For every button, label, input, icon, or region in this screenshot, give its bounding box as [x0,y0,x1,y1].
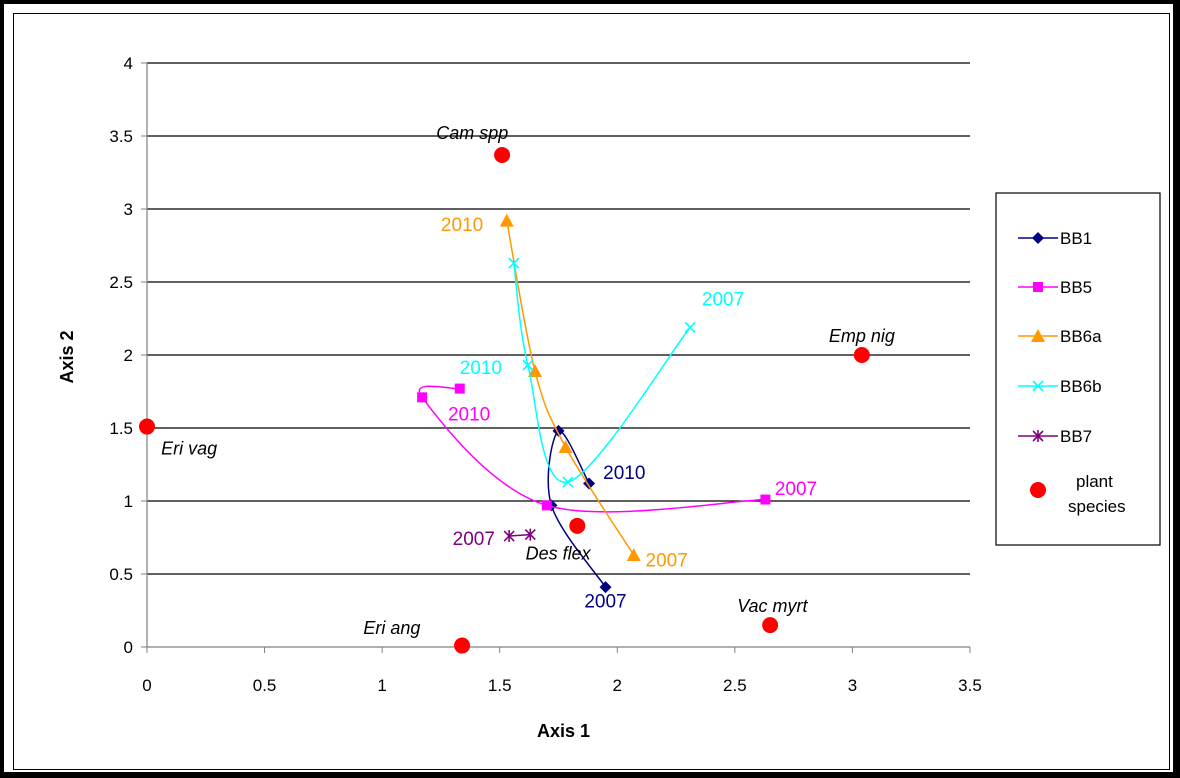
legend-marker-bb6b [1032,380,1044,392]
species-label: Eri vag [161,438,217,458]
point-bb7 [503,530,515,543]
year-label-bb6a: 2010 [441,215,483,236]
point-plant-species [853,347,870,363]
species-label: Des flex [526,543,592,563]
species-label: Vac myrt [737,596,808,616]
x-tick-label: 1.5 [488,676,512,695]
y-axis-title: Axis 2 [57,330,77,383]
year-label-bb5: 2007 [775,479,817,500]
point-bb5 [541,500,552,511]
x-tick-label: 3 [848,676,857,695]
point-bb6a [558,439,573,453]
series-line-bb6a [506,220,635,556]
y-tick-label: 1.5 [109,419,133,438]
legend-label-plant-species: species [1068,497,1126,516]
series-line-bb7 [509,533,531,537]
legend-marker-bb5 [1033,282,1043,292]
legend-marker-bb6a [1031,329,1045,342]
point-bb6b [508,257,520,269]
point-bb6a [527,364,542,378]
point-plant-species [494,146,511,163]
y-tick-label: 2 [124,346,133,365]
legend-label-bb1: BB1 [1060,229,1092,248]
point-bb6a [499,213,514,227]
x-tick-label: 2.5 [723,676,747,695]
x-tick-label: 0.5 [253,676,277,695]
x-tick-label: 1 [377,676,386,695]
point-bb6a [626,548,641,562]
point-bb5 [454,383,465,394]
year-label-bb1: 2010 [603,463,645,484]
point-plant-species [569,517,586,534]
year-label-bb6b: 2010 [460,358,502,379]
series-line-bb5 [418,385,766,513]
y-tick-label: 1 [124,492,133,511]
point-plant-species [762,617,779,634]
legend-marker-bb7 [1032,430,1044,442]
species-label: Cam spp [436,123,508,143]
y-tick-label: 0.5 [109,565,133,584]
point-bb1 [599,581,612,594]
series-line-bb6b [513,262,691,483]
year-label-bb6b: 2007 [702,289,744,310]
point-bb5 [417,392,428,403]
x-axis-title: Axis 1 [537,721,590,741]
legend-marker-bb1 [1032,232,1044,244]
year-label-bb1: 2007 [584,592,626,613]
y-tick-label: 3.5 [109,127,133,146]
legend-label-plant-species: plant [1076,472,1113,491]
legend-label-bb6a: BB6a [1060,327,1102,346]
year-label-bb7: 2007 [453,529,495,550]
year-label-bb6a: 2007 [646,551,688,572]
point-bb7 [524,528,536,541]
point-plant-species [139,418,155,435]
x-tick-label: 2 [613,676,622,695]
x-tick-label: 3.5 [958,676,982,695]
year-label-bb5: 2010 [448,405,490,426]
legend-marker-plant-species [1030,482,1046,498]
point-bb6b [522,359,534,371]
y-tick-label: 0 [124,638,133,657]
point-bb6b [684,321,696,333]
series-line-bb1 [547,430,607,588]
y-tick-label: 4 [124,54,133,73]
point-bb5 [760,494,771,505]
point-bb6b [562,476,574,488]
x-tick-label: 0 [142,676,151,695]
species-label: Emp nig [829,326,895,346]
y-tick-label: 2.5 [109,273,133,292]
chart-area [13,13,1170,770]
legend-label-bb6b: BB6b [1060,377,1102,396]
legend-box [995,192,1161,546]
species-label: Eri ang [363,618,420,638]
legend-label-bb7: BB7 [1060,427,1092,446]
point-plant-species [454,637,471,654]
legend-label-bb5: BB5 [1060,278,1092,297]
y-tick-label: 3 [124,200,133,219]
